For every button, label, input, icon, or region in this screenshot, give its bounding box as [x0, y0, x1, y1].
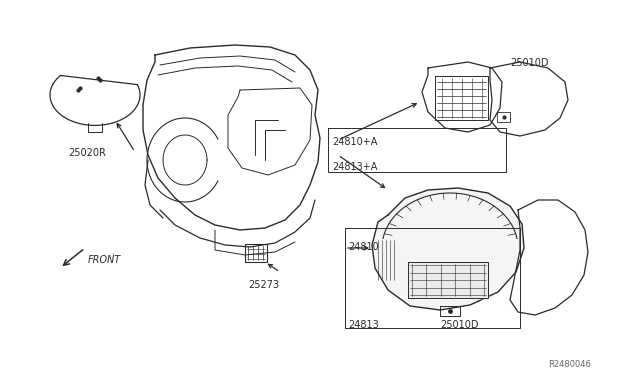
Polygon shape: [408, 262, 488, 298]
Text: 25020R: 25020R: [68, 148, 106, 158]
Text: FRONT: FRONT: [88, 255, 121, 265]
Text: 25010D: 25010D: [510, 58, 548, 68]
Text: R2480046: R2480046: [548, 360, 591, 369]
Text: 24813+A: 24813+A: [332, 162, 378, 172]
Text: 24810+A: 24810+A: [332, 137, 378, 147]
Text: 25010D: 25010D: [440, 320, 479, 330]
Text: 25273: 25273: [248, 280, 279, 290]
Text: 24810: 24810: [348, 242, 379, 252]
Polygon shape: [372, 188, 524, 310]
Text: 24813: 24813: [348, 320, 379, 330]
